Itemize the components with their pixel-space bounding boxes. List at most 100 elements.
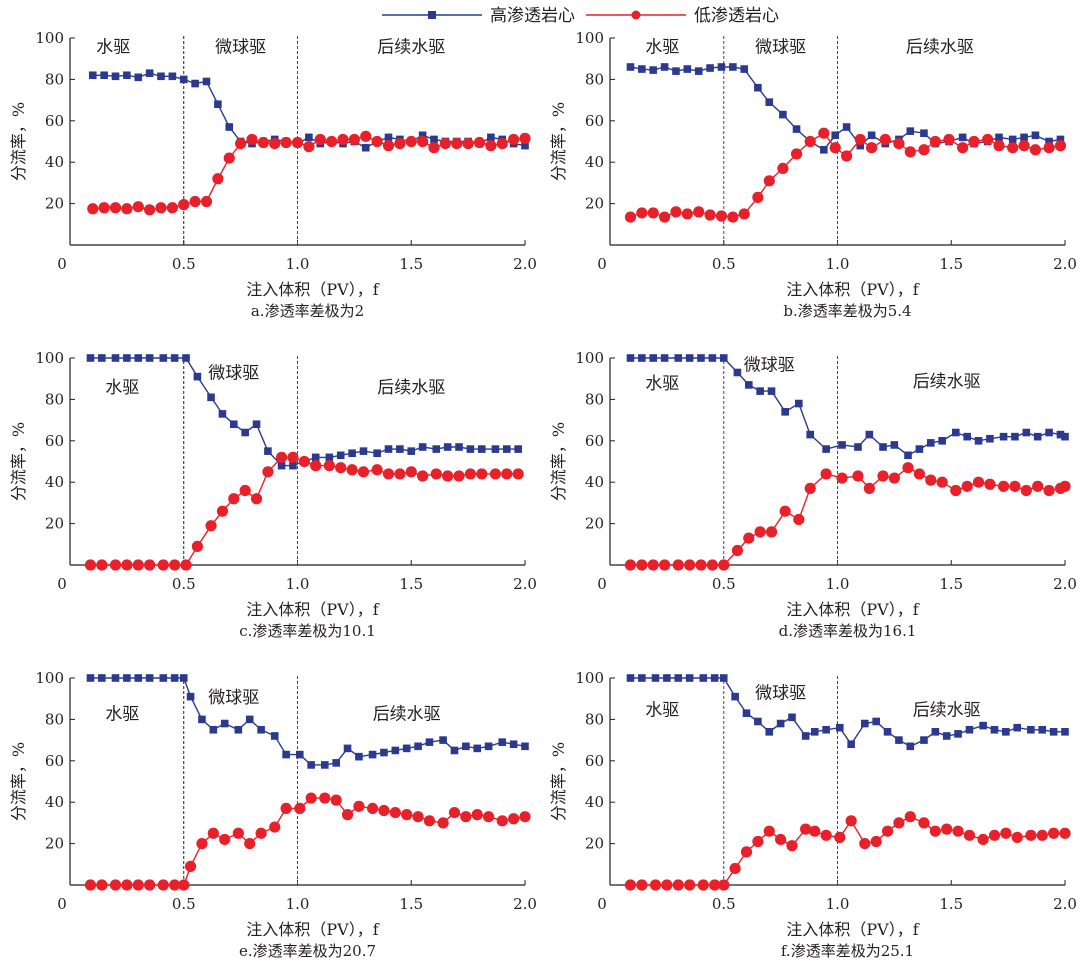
data-point-high [806,430,814,439]
data-point-low [144,559,156,571]
data-point-low [706,559,718,571]
data-point-high [503,445,511,453]
data-point-high [683,65,692,73]
data-point-high [1011,432,1019,441]
data-point-high [430,135,438,144]
data-point-low [997,480,1010,492]
data-point-low [269,821,281,833]
data-point-low [731,544,743,557]
region-label: 水驱 [645,700,679,720]
data-point-low [348,133,360,146]
data-point-high [856,141,865,150]
data-point-low [829,142,841,154]
y-tick-label: 40 [585,793,604,811]
data-point-high [443,443,452,451]
data-point-high [396,445,404,453]
data-point-high [182,354,190,362]
data-point-high [123,71,131,80]
data-point-low [636,559,648,571]
y-tick-label: 40 [45,793,64,811]
x-tick-label: 2.0 [1053,575,1077,593]
x-tick-label: 0 [597,575,607,593]
data-point-high [1049,728,1058,736]
data-point-high [289,461,297,470]
x-axis-label: 注入体积（PV），f [786,920,919,939]
y-tick-label: 80 [45,390,64,408]
data-point-high [719,674,728,682]
data-point-high [384,133,393,142]
data-point-high [1061,728,1069,736]
data-point-high [986,434,994,443]
data-point-high [920,736,928,744]
data-point-high [717,63,726,71]
data-point-low [178,199,190,211]
y-tick-label: 20 [585,515,604,533]
data-point-low [681,208,693,220]
data-point-high [123,674,131,682]
data-point-high [706,64,714,72]
data-point-high [414,742,422,751]
y-tick-label: 60 [45,112,64,130]
data-point-high [626,674,635,682]
data-point-low [866,142,878,154]
data-point-high [810,728,819,736]
data-point-low [169,559,181,571]
region-label: 微球驱 [755,684,806,704]
data-point-high [462,742,470,751]
data-point-low [804,482,816,495]
data-point-high [638,354,646,362]
data-point-high [373,449,381,458]
data-point-low [904,146,916,158]
data-point-low [337,133,349,146]
y-axis-label: 分流率，% [549,742,568,821]
data-point-low [460,811,472,823]
data-point-low [519,811,531,823]
data-point-low [929,825,941,837]
data-point-low [382,140,395,152]
data-point-high [926,439,935,447]
data-point-low [223,152,235,164]
y-tick-label: 60 [585,752,604,770]
data-point-low [132,879,144,891]
data-point-low [512,468,524,480]
data-point-low [918,144,930,156]
y-tick-label: 20 [585,835,604,853]
data-point-high [473,744,482,753]
data-point-high [245,715,254,724]
region-label: 微球驱 [755,37,806,57]
data-point-high [895,736,903,744]
y-tick-label: 40 [45,153,64,171]
region-label: 后续水驱 [906,37,974,57]
data-point-high [498,738,507,746]
data-point-low [314,133,326,146]
data-point-low [169,879,181,891]
data-point-high [672,67,680,75]
data-point-high [86,674,95,682]
data-point-low [765,526,778,538]
y-tick-label: 20 [45,835,64,853]
data-point-low [961,480,973,492]
x-tick-label: 0.5 [712,255,736,273]
y-tick-label: 80 [585,70,604,88]
data-point-low [207,827,219,839]
y-axis-label: 分流率，% [549,422,568,501]
data-point-low [157,879,169,891]
data-point-high [355,752,363,761]
y-tick-label: 100 [35,29,64,47]
data-point-low [205,520,217,532]
data-point-low [709,879,721,891]
data-point-low [1000,827,1012,839]
x-tick-label: 0 [57,575,67,593]
data-point-low [109,879,122,891]
data-point-low [704,209,716,221]
data-point-low [121,559,133,571]
data-point-high [487,133,495,142]
data-point-low [993,140,1005,152]
data-point-low [280,136,292,149]
data-point-high [649,66,658,74]
x-tick-label: 1.5 [939,255,963,273]
data-point-high [307,761,315,769]
data-point-high [348,449,356,458]
x-tick-label: 1.0 [286,255,310,273]
region-label: 后续水驱 [377,378,445,398]
